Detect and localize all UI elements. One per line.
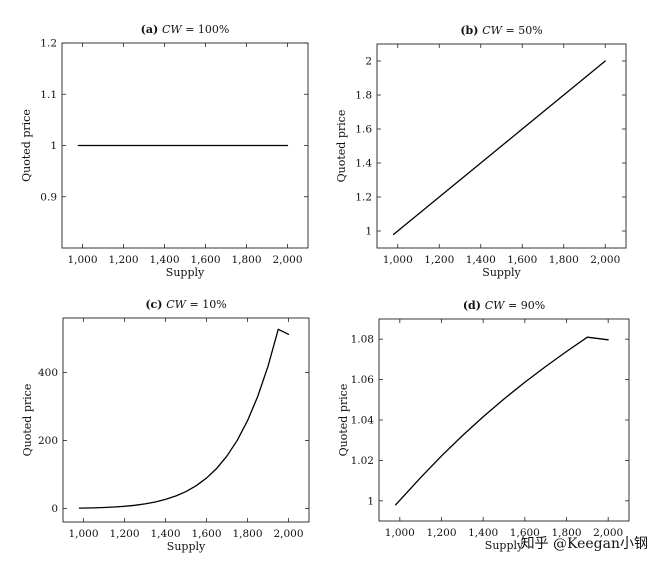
x-tick-label: 1,200 [108,254,138,266]
x-tick-label: 1,200 [109,528,139,540]
x-tick-label: 1,800 [231,254,261,266]
plot-frame [378,318,630,522]
x-tick-label: 1,800 [551,527,581,539]
y-axis-label: Quoted price [20,109,33,182]
y-tick-label: 0 [51,503,58,515]
plot-frame [376,43,627,249]
chart-title: (a) CW = 100% [141,23,230,36]
x-axis-label: Supply [166,266,205,279]
chart-panel-0: 1,000 1,200 1,400 1,600 1,800 2,000 0.9 1 1.1 1.2… [20,23,309,279]
x-tick-label: 1,400 [150,528,180,540]
y-tick-label: 1.6 [355,124,372,136]
y-tick-label: 1.4 [355,158,372,170]
y-tick-label: 1.2 [355,192,372,204]
x-tick-label: 1,400 [466,254,496,266]
y-tick-label: 1.06 [351,374,375,386]
x-axis-label: Supply [167,540,206,553]
x-tick-label: 2,000 [590,254,620,266]
charts-group: 1,000 1,200 1,400 1,600 1,800 2,000 0.9 1 1.1 1.2… [20,23,630,553]
x-tick-label: 1,000 [383,254,413,266]
x-tick-label: 1,600 [510,527,540,539]
chart-panel-2: 1,000 1,200 1,400 1,600 1,800 2,000 0 200 400 (c)… [21,298,310,553]
y-tick-label: 1.2 [40,38,57,50]
x-tick-label: 2,000 [272,254,302,266]
y-tick-label: 1.04 [351,415,375,427]
chart-title: (d) CW = 90% [463,299,545,312]
y-axis-label: Quoted price [335,110,348,183]
x-tick-label: 1,200 [426,527,456,539]
y-tick-label: 1.1 [40,89,57,101]
x-tick-label: 1,600 [191,528,221,540]
y-tick-label: 1.02 [351,455,374,467]
x-tick-label: 1,400 [149,254,179,266]
x-tick-label: 1,400 [468,527,498,539]
x-tick-label: 1,600 [190,254,220,266]
y-tick-label: 1 [50,140,57,152]
x-tick-label: 1,600 [507,254,537,266]
x-tick-label: 1,000 [385,527,415,539]
plot-frame [62,317,310,523]
x-axis-label: Supply [485,539,524,552]
chart-panel-3: 1,000 1,200 1,400 1,600 1,800 2,000 1 1.02 1.04 1… [337,299,630,552]
x-tick-label: 1,800 [549,254,579,266]
x-axis-label: Supply [482,266,521,279]
chart-title: (c) CW = 10% [145,298,226,311]
y-axis-label: Quoted price [21,384,34,457]
x-tick-label: 2,000 [593,527,623,539]
y-tick-label: 1.08 [351,334,374,346]
series-line [78,328,290,509]
x-tick-label: 1,000 [68,528,98,540]
x-tick-label: 1,200 [424,254,454,266]
series-line [392,60,606,236]
y-tick-label: 1 [367,495,374,507]
y-tick-label: 200 [38,435,58,447]
x-tick-label: 1,000 [67,254,97,266]
series-line [395,336,609,506]
chart-panel-1: 1,000 1,200 1,400 1,600 1,800 2,000 1 1.2 1.4 1.6… [335,24,627,279]
y-tick-label: 0.9 [40,191,57,203]
x-tick-label: 1,800 [232,528,262,540]
y-axis-label: Quoted price [337,384,350,457]
watermark-text: 知乎 @Keegan小钢 [521,535,648,552]
y-tick-label: 2 [365,56,372,68]
chart-title: (b) CW = 50% [460,24,542,37]
y-tick-label: 400 [38,367,58,379]
y-tick-label: 1.8 [355,90,372,102]
x-tick-label: 2,000 [273,528,303,540]
y-tick-label: 1 [365,226,372,238]
